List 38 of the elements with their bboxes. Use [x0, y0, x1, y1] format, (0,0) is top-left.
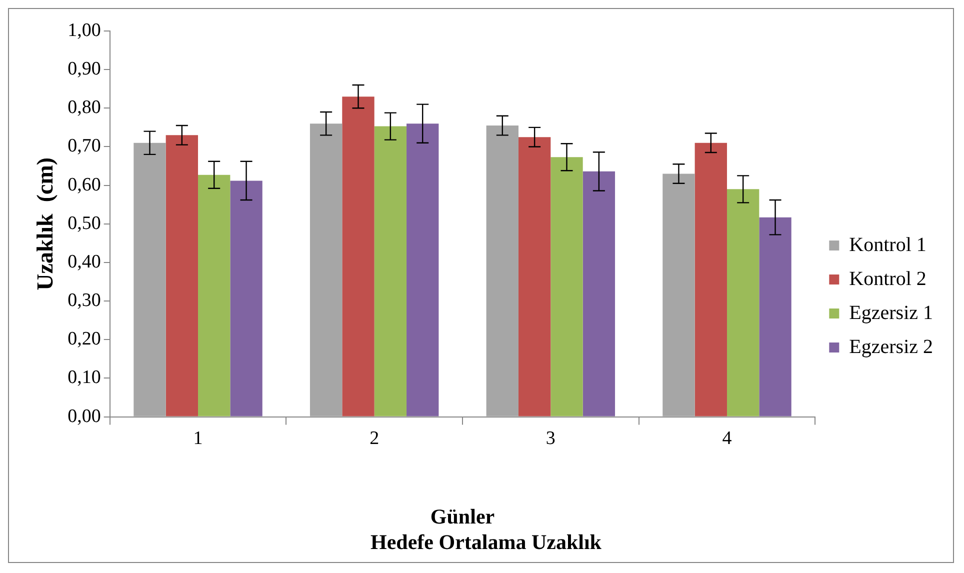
bar	[759, 217, 792, 416]
y-tick-label: 0,10	[68, 367, 101, 388]
y-tick-label: 0,00	[68, 406, 101, 427]
x-tick-label: 1	[193, 428, 203, 450]
legend-label: Kontrol 2	[849, 268, 926, 290]
bar	[166, 135, 198, 416]
bar	[550, 157, 583, 416]
bar	[582, 171, 616, 416]
y-tick-label: 1,00	[68, 20, 101, 41]
y-tick-label: 0,50	[68, 212, 101, 234]
y-tick-label: 0,90	[68, 58, 101, 80]
bar	[486, 126, 518, 416]
bar	[230, 180, 262, 416]
x-axis-title: Günler	[430, 504, 495, 529]
bar	[518, 137, 551, 416]
bar	[310, 124, 342, 416]
y-tick-label: 0,70	[68, 136, 101, 157]
x-tick-label: 4	[722, 428, 732, 450]
y-tick-label: 0,60	[68, 174, 101, 196]
bar	[198, 174, 230, 416]
legend-label: Kontrol 1	[849, 234, 926, 256]
y-tick-label: 0,30	[68, 290, 101, 312]
legend-label: Egzersiz 1	[849, 302, 934, 324]
y-tick-label: 0,20	[68, 328, 101, 350]
bar	[406, 124, 439, 416]
bar	[662, 174, 695, 416]
bar	[726, 189, 760, 416]
x-tick-label: 3	[546, 428, 556, 450]
y-tick-label: 0,40	[68, 251, 101, 272]
x-tick-label: 2	[370, 428, 380, 450]
bar	[374, 126, 407, 416]
text: Hedefe Ortalama Uzaklık	[370, 530, 602, 554]
y-axis-title: Uzaklık (cm)	[32, 157, 58, 290]
legend-label: Egzersiz 2	[849, 336, 934, 358]
bar	[694, 142, 727, 416]
y-tick-label: 0,80	[68, 97, 101, 118]
bar	[342, 96, 374, 416]
bar	[134, 142, 166, 416]
